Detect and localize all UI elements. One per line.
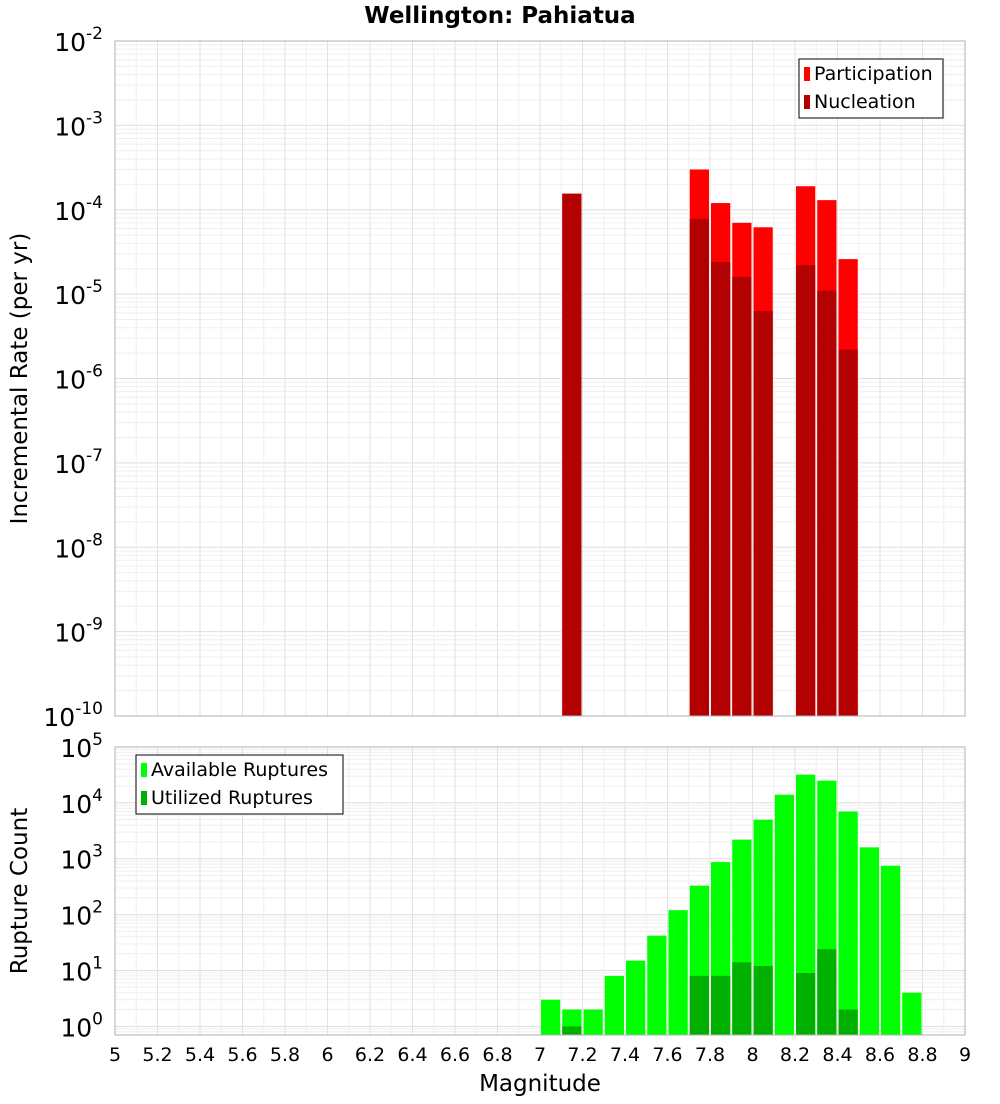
x-tick-label: 6.4 [397,1044,427,1066]
rate-legend-box [798,58,944,119]
rate-bar [711,262,731,716]
x-tick-label: 6 [321,1044,333,1066]
rate-panel: 10-10 10-9 10-8 10-7 10-6 10-5 10-4 10-3 10-2 Inc… [7,24,966,732]
rate-legend: Participation Nucleation [798,58,944,119]
rate-legend-swatch [804,95,810,109]
rate-bar [732,276,752,716]
rate-bar [817,290,837,716]
rate-y-tick-label: 10-2 [54,24,103,57]
count-bar [881,865,901,1035]
count-bar [774,794,794,1035]
x-tick-label: 7.2 [567,1044,597,1066]
x-tick-label: 5.6 [227,1044,257,1066]
count-legend: Available Ruptures Utilized Ruptures [135,754,344,815]
count-bar [541,999,561,1035]
count-bar [626,960,646,1035]
x-tick-label: 8 [746,1044,758,1066]
count-bar [732,962,752,1035]
count-bar [838,1009,858,1035]
count-y-tick-label: 105 [60,730,103,763]
rate-bar [562,193,582,716]
count-bar [689,975,709,1035]
count-legend-swatch [141,763,147,777]
count-y-tick-label: 103 [60,842,103,875]
count-bar [711,975,731,1035]
rate-y-tick-label: 10-3 [54,108,103,141]
rate-y-tick-label: 10-4 [54,193,103,226]
rate-legend-swatch [804,67,810,81]
count-bar [668,910,688,1035]
count-bar [583,1009,603,1035]
count-y-tick-label: 100 [60,1009,103,1042]
x-tick-label: 8.8 [907,1044,937,1066]
rate-y-tick-label: 10-6 [54,362,103,395]
count-bar [817,949,837,1035]
rate-series-1 [562,193,858,716]
rate-y-tick-label: 10-8 [54,530,103,563]
count-y-tick-label: 101 [60,953,103,986]
x-axis-ticks: 5 5.2 5.4 5.6 5.8 6 6.2 6.4 6.6 6.8 7 7.2 7.4 7.6 7.8 8… [109,1044,971,1066]
rate-legend-label: Participation [814,63,933,85]
count-y-axis-label: Rupture Count [7,808,33,974]
rate-y-axis-label: Incremental Rate (per yr) [7,233,33,525]
count-bar [647,935,667,1035]
count-legend-box [135,754,344,815]
count-legend-label: Available Ruptures [151,759,328,781]
x-tick-label: 8.2 [780,1044,810,1066]
rate-bar [753,311,773,716]
count-bar [796,774,816,1035]
x-tick-label: 5.8 [270,1044,300,1066]
x-tick-label: 5.2 [142,1044,172,1066]
rate-y-tick-label: 10-5 [54,277,103,310]
x-tick-label: 7.8 [695,1044,725,1066]
x-tick-label: 7.6 [652,1044,682,1066]
rate-plot-border [114,40,966,717]
rate-y-tick-label: 10-9 [54,615,103,648]
count-bar [838,811,858,1035]
rate-y-tick-label: 10-10 [43,699,103,732]
count-bar [604,975,624,1035]
x-tick-label: 5.4 [185,1044,215,1066]
x-tick-label: 9 [959,1044,971,1066]
count-bar [796,973,816,1035]
count-bar [902,992,922,1035]
chart-title: Wellington: Pahiatua [364,3,635,29]
rate-bar [796,265,816,716]
x-tick-label: 6.6 [440,1044,470,1066]
rate-bar [838,349,858,716]
count-plot-border [114,746,966,1036]
count-y-tick-label: 104 [60,786,103,819]
x-tick-label: 8.6 [865,1044,895,1066]
x-axis-label: Magnitude [479,1071,601,1097]
count-bar [859,847,879,1035]
count-series-1 [562,949,858,1035]
x-tick-label: 8.4 [822,1044,852,1066]
count-y-tick-label: 102 [60,898,103,931]
rate-y-tick-label: 10-7 [54,446,103,479]
count-legend-label: Utilized Ruptures [151,787,313,809]
count-bar [753,966,773,1035]
x-tick-label: 6.8 [482,1044,512,1066]
x-tick-label: 6.2 [355,1044,385,1066]
rate-bar [689,218,709,716]
rate-grid [114,40,966,717]
x-tick-label: 7 [534,1044,546,1066]
rate-legend-label: Nucleation [814,91,916,113]
count-legend-swatch [141,791,147,805]
x-tick-label: 5 [109,1044,121,1066]
x-tick-label: 7.4 [610,1044,640,1066]
rupture-count-panel: 100 101 102 103 104 105 Rupture Count Available… [7,730,966,1042]
count-bar [562,1026,582,1035]
